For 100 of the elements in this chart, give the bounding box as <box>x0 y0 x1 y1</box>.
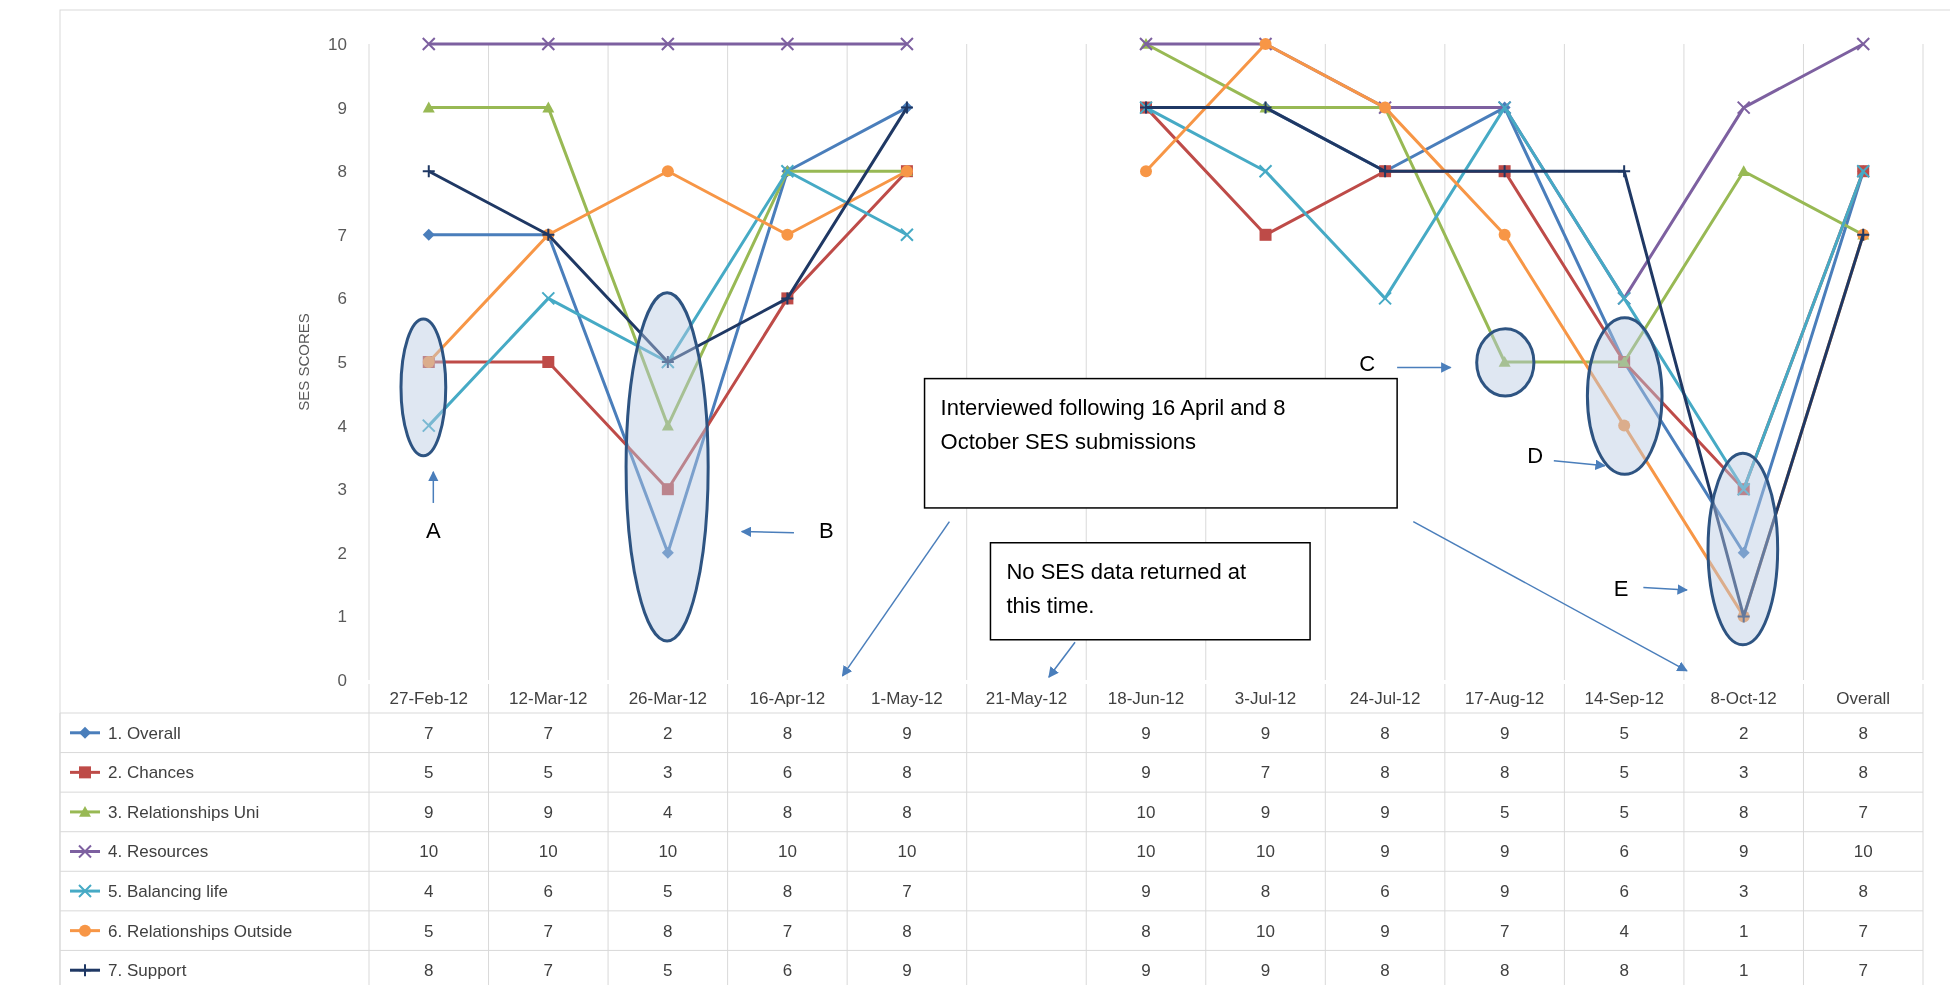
y-tick-label: 8 <box>337 162 347 182</box>
data-label: 8 <box>1858 723 1868 743</box>
x-tick-label: 24-Jul-12 <box>1349 688 1421 708</box>
data-label: 6 <box>1619 882 1629 902</box>
x-tick-label: 21-May-12 <box>985 688 1068 708</box>
data-label: 6 <box>782 763 793 783</box>
annotation: C <box>1359 351 1376 377</box>
data-label: 8 <box>1380 763 1390 783</box>
data-label: 9 <box>543 802 554 822</box>
annotation: B <box>818 518 834 544</box>
data-label: 8 <box>782 723 793 743</box>
data-label: 9 <box>1260 802 1271 822</box>
x-tick-label: 27-Feb-12 <box>389 688 468 708</box>
data-label: 6 <box>1619 842 1629 862</box>
data-label: 6 <box>1380 882 1390 902</box>
data-label: 1 <box>1738 921 1749 941</box>
y-tick-label: 5 <box>337 352 347 372</box>
data-label: 10 <box>1256 921 1275 941</box>
legend-label: 4. Resources <box>108 842 209 862</box>
data-label: 7 <box>543 921 554 941</box>
x-tick-label: 1-May-12 <box>871 688 943 708</box>
x-tick-label: 17-Aug-12 <box>1464 688 1545 708</box>
data-label: 5 <box>424 921 434 941</box>
y-tick-label: 2 <box>337 543 347 563</box>
data-label: 7 <box>543 961 554 981</box>
data-label: 8 <box>902 802 912 822</box>
data-label: 9 <box>1141 961 1151 981</box>
data-label: 9 <box>1499 882 1510 902</box>
y-axis-title: SES SCORES <box>295 313 312 411</box>
data-label: 9 <box>1141 763 1151 783</box>
data-label: 8 <box>902 763 912 783</box>
data-label: 9 <box>1499 723 1510 743</box>
data-label: 10 <box>538 842 558 862</box>
data-label: 9 <box>1260 961 1271 981</box>
data-label: 8 <box>424 961 434 981</box>
data-label: 5 <box>543 763 554 783</box>
x-tick-label: 8-Oct-12 <box>1710 688 1777 708</box>
annotation: A <box>425 518 441 544</box>
y-tick-label: 6 <box>337 289 347 309</box>
data-label: 6 <box>543 882 554 902</box>
data-label: 9 <box>1499 842 1510 862</box>
data-label: 3 <box>1738 882 1749 902</box>
legend-label: 2. Chances <box>108 763 194 783</box>
legend-label: 6. Relationships Outside <box>108 921 293 941</box>
data-label: 9 <box>1141 723 1151 743</box>
data-label: 8 <box>1380 961 1390 981</box>
data-label: 9 <box>1380 921 1390 941</box>
data-label: 7 <box>1499 921 1510 941</box>
x-tick-label: 3-Jul-12 <box>1234 688 1297 708</box>
data-label: 8 <box>1619 961 1629 981</box>
data-label: 10 <box>1853 842 1873 862</box>
legend-label: 3. Relationships Uni <box>108 802 260 822</box>
x-tick-label: 26-Mar-12 <box>628 688 708 708</box>
data-label: 10 <box>658 842 678 862</box>
data-label: 8 <box>782 882 793 902</box>
data-label: 9 <box>1380 802 1390 822</box>
data-label: 10 <box>1136 802 1156 822</box>
data-label: 3 <box>1738 763 1749 783</box>
data-label: 7 <box>1858 802 1868 822</box>
data-label: 8 <box>663 921 673 941</box>
data-label: 4 <box>424 882 434 902</box>
y-tick-label: 7 <box>337 225 347 245</box>
legend-label: 5. Balancing life <box>108 882 229 902</box>
data-label: 7 <box>1260 763 1271 783</box>
x-tick-label: 14-Sep-12 <box>1584 688 1664 708</box>
data-label: 10 <box>1136 842 1156 862</box>
y-tick-label: 3 <box>337 480 347 500</box>
data-label: 7 <box>902 882 912 902</box>
data-label: 8 <box>1499 763 1510 783</box>
data-label: 5 <box>1619 723 1629 743</box>
data-label: 8 <box>1738 802 1749 822</box>
data-label: 8 <box>1858 882 1868 902</box>
data-label: 8 <box>1380 723 1390 743</box>
annotation: E <box>1613 576 1629 602</box>
data-label: 9 <box>1260 723 1271 743</box>
data-label: 8 <box>1141 921 1151 941</box>
data-label: 5 <box>424 763 434 783</box>
y-tick-label: 0 <box>337 670 347 690</box>
data-label: 9 <box>1380 842 1390 862</box>
data-label: 10 <box>419 842 439 862</box>
y-tick-label: 4 <box>337 416 347 436</box>
data-label: 9 <box>902 723 912 743</box>
data-label: 8 <box>902 921 912 941</box>
y-tick-label: 1 <box>337 607 347 627</box>
legend-label: 7. Support <box>108 961 187 981</box>
x-tick-label: 18-Jun-12 <box>1107 688 1185 708</box>
data-label: 7 <box>782 921 793 941</box>
data-label: 8 <box>1499 961 1510 981</box>
legend-label: 1. Overall <box>108 723 181 743</box>
x-tick-label: 16-Apr-12 <box>749 688 826 708</box>
data-label: 9 <box>424 802 434 822</box>
data-label: 9 <box>1738 842 1749 862</box>
data-label: 5 <box>1619 763 1629 783</box>
data-label: 9 <box>902 961 912 981</box>
y-tick-label: 10 <box>328 34 347 54</box>
data-label: 2 <box>1738 723 1749 743</box>
data-label: 4 <box>663 802 673 822</box>
data-label: 7 <box>543 723 554 743</box>
data-label: 2 <box>663 723 673 743</box>
data-label: 1 <box>1738 961 1749 981</box>
